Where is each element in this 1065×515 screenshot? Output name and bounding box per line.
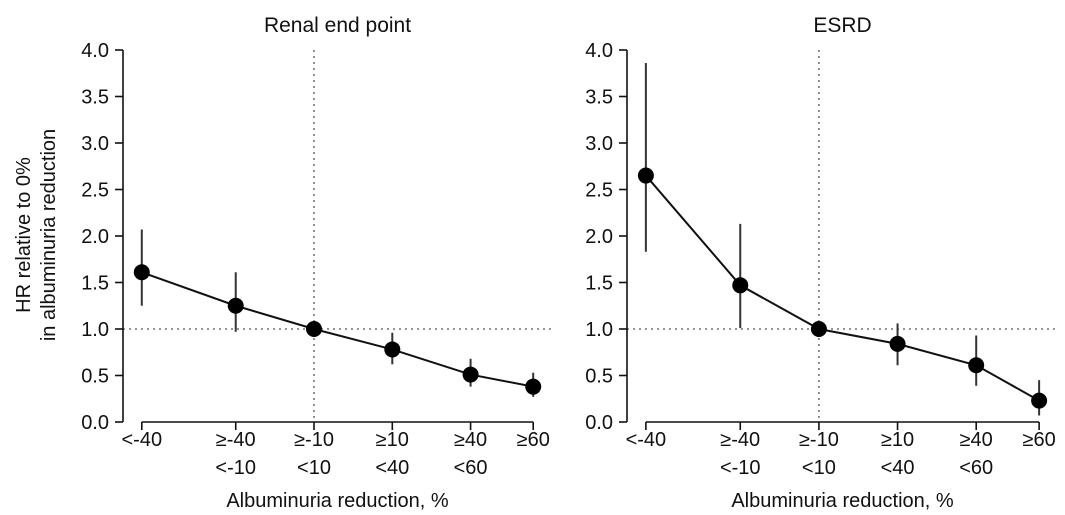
data-point xyxy=(462,366,479,383)
data-point xyxy=(889,335,906,352)
data-point xyxy=(306,321,323,337)
y-tick-label: 1.5 xyxy=(81,273,109,295)
y-axis-label-line2: in albuminuria reduction xyxy=(38,129,60,341)
data-point xyxy=(810,321,827,337)
data-point xyxy=(968,357,985,374)
y-tick-label: 0.5 xyxy=(585,366,613,388)
y-tick-label: 3.0 xyxy=(585,133,613,155)
data-point xyxy=(732,277,749,294)
data-point xyxy=(1031,392,1048,409)
x-tick-label: ≥60 xyxy=(517,429,550,451)
x-tick-label-line2: <-10 xyxy=(215,457,256,479)
chart-title: ESRD xyxy=(813,14,871,37)
y-tick-label: 4.0 xyxy=(585,40,613,62)
y-tick-label: 2.0 xyxy=(81,226,109,248)
y-tick-label: 1.0 xyxy=(585,319,613,341)
y-tick-label: 0.0 xyxy=(585,412,613,434)
data-point xyxy=(227,297,244,314)
data-point xyxy=(133,264,150,281)
y-tick-label: 2.5 xyxy=(81,180,109,202)
x-tick-label: ≥40 xyxy=(454,429,487,451)
x-axis-label: Albuminuria reduction, % xyxy=(226,490,449,512)
x-tick-label: ≥40 xyxy=(960,429,993,451)
series-line xyxy=(141,271,534,388)
y-tick-label: 3.5 xyxy=(81,87,109,109)
y-axis-label-line1: HR relative to 0% xyxy=(13,157,35,313)
y-tick-label: 2.0 xyxy=(585,226,613,248)
y-tick-label: 0.5 xyxy=(81,366,109,388)
chart-title: Renal end point xyxy=(264,14,411,37)
data-point xyxy=(637,167,654,184)
x-tick-label-line2: <10 xyxy=(297,457,331,479)
x-tick-label-line2: <40 xyxy=(881,457,915,479)
y-tick-label: 3.5 xyxy=(585,87,613,109)
x-tick-label: ≥60 xyxy=(1023,429,1056,451)
x-tick-label-line2: <-10 xyxy=(720,457,761,479)
y-tick-label: 0.0 xyxy=(81,412,109,434)
chart-panel-1: Renal end point 0.0 0.5 1.0 1.5 2.0 2.5 3.0 3.5 4… xyxy=(81,14,552,512)
x-tick-label-line2: <60 xyxy=(959,457,993,479)
x-tick-label: ≥-40 xyxy=(216,429,256,451)
y-tick-label: 2.5 xyxy=(585,180,613,202)
x-tick-label: ≥-10 xyxy=(799,429,839,451)
x-tick-label-line2: <10 xyxy=(802,457,836,479)
y-tick-label: 1.5 xyxy=(585,273,613,295)
x-tick-label-line2: <60 xyxy=(454,457,488,479)
data-point xyxy=(525,378,542,395)
data-point xyxy=(384,341,401,358)
x-tick-label-line2: <40 xyxy=(375,457,409,479)
y-tick-label: 3.0 xyxy=(81,133,109,155)
x-tick-label: ≥10 xyxy=(376,429,409,451)
x-tick-label: ≥-10 xyxy=(294,429,334,451)
y-tick-label: 1.0 xyxy=(81,319,109,341)
x-tick-label: <-40 xyxy=(626,429,667,451)
series-line xyxy=(645,174,1040,402)
x-axis-label: Albuminuria reduction, % xyxy=(731,490,954,512)
x-tick-label: ≥-40 xyxy=(720,429,760,451)
chart-panel-2: ESRD 0.0 0.5 1.0 1.5 2.0 2.5 3.0 3.5 4.0 <-40 ≥-40 <… xyxy=(585,14,1058,512)
x-tick-label: <-40 xyxy=(121,429,162,451)
y-tick-label: 4.0 xyxy=(81,40,109,62)
x-tick-label: ≥10 xyxy=(881,429,914,451)
